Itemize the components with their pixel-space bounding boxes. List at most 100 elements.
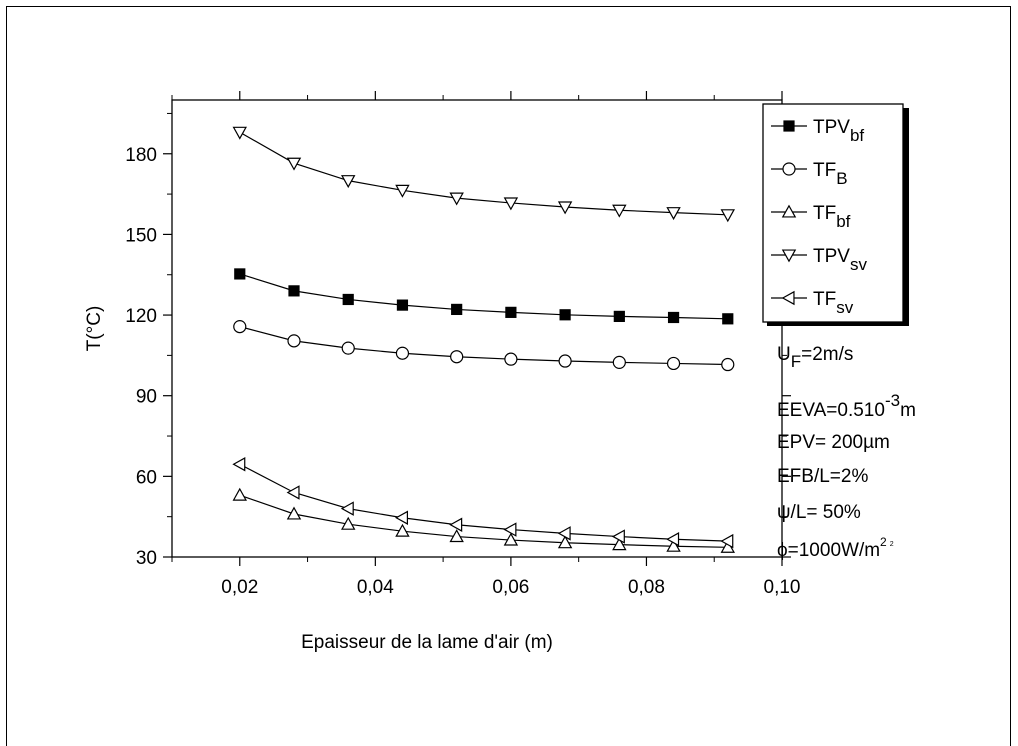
data-point [449, 529, 464, 543]
data-point [395, 184, 410, 198]
series-TFbf [232, 487, 735, 553]
x-tick-label: 0,04 [357, 577, 394, 598]
conditions-annotations: UF=2m/s EEVA=0.510-3m EPV= 200µm EFB/L=2… [777, 344, 916, 561]
data-point [503, 197, 519, 211]
x-tick-label: 0,08 [628, 577, 665, 598]
data-point [720, 533, 734, 549]
data-point [557, 535, 573, 549]
data-point [396, 299, 409, 311]
y-tick-label: 120 [125, 306, 157, 327]
data-point [721, 357, 735, 372]
annotation-pv-thickness: EPV= 200µm [777, 432, 890, 453]
legend-marker [781, 204, 797, 218]
series-TPVbf [234, 268, 734, 325]
series-line [239, 494, 728, 548]
legend-label: TFB [813, 160, 848, 188]
data-point [286, 157, 302, 171]
annotation-eva-thickness: EEVA=0.510-3m [777, 391, 916, 421]
data-point [667, 311, 680, 324]
data-point [232, 487, 247, 501]
x-axis-label: Epaisseur de la lame d'air (m) [301, 632, 553, 653]
y-tick-label: 60 [136, 467, 157, 488]
series-TFsv [232, 457, 734, 549]
data-point [612, 537, 627, 551]
data-point [341, 341, 355, 355]
legend-marker [783, 120, 795, 132]
data-point [286, 485, 300, 500]
data-point [341, 175, 356, 189]
axes [171, 99, 783, 558]
data-point [504, 352, 518, 366]
data-point [341, 516, 356, 530]
annotation-irradiance: ϕ=1000W/m2 2 [777, 535, 894, 561]
annotation-velocity: UF=2m/s [777, 344, 853, 371]
series-line [239, 326, 728, 366]
legend-item: TPVsv [771, 246, 867, 274]
data-point [612, 355, 626, 369]
data-point [286, 506, 302, 520]
data-point [449, 192, 464, 206]
legend-marker [782, 162, 796, 176]
data-point [666, 532, 680, 547]
series-line [239, 131, 728, 216]
data-point [287, 334, 301, 348]
data-point [395, 523, 410, 537]
legend-label: TPVsv [813, 246, 867, 274]
legend-item: TFsv [771, 289, 854, 317]
legend-item: TPVbf [771, 117, 864, 145]
legend-label: TFsv [813, 289, 854, 317]
data-point [503, 532, 519, 546]
ticks: 0,02 0,04 0,06 0,08 0,10 30 60 90 120 150 180 [125, 91, 800, 598]
data-point [503, 522, 517, 537]
y-tick-label: 90 [136, 387, 157, 408]
legend-label: TPVbf [813, 117, 864, 145]
data-point [340, 501, 354, 516]
figure-frame [6, 6, 1011, 746]
series-line [239, 273, 728, 320]
y-tick-label: 180 [125, 145, 157, 166]
x-tick-label: 0,10 [764, 577, 801, 598]
data-point [611, 529, 625, 544]
data-point [450, 350, 464, 364]
data-point [232, 126, 247, 140]
data-point [505, 306, 517, 318]
data-point [234, 268, 246, 280]
data-point [666, 538, 681, 552]
annotation-efb: EFB/L=2% [777, 466, 868, 487]
y-tick-label: 150 [125, 225, 157, 246]
series-TFB [233, 320, 735, 372]
data-point [666, 356, 681, 371]
data-point [666, 207, 681, 221]
y-axis-label: T(°C) [84, 306, 105, 352]
data-point [722, 313, 734, 325]
legend-item: TFB [771, 160, 848, 188]
legend-item: TFbf [771, 203, 851, 231]
y-tick-label: 30 [136, 548, 157, 569]
data-point [449, 517, 463, 532]
series-TPVsv [232, 126, 735, 223]
data-point [559, 309, 571, 321]
legend: TPVbf TFB TFbf TPVsv TFsv [762, 103, 909, 326]
data-point [233, 320, 247, 334]
data-point [342, 293, 354, 306]
data-point [451, 303, 463, 316]
x-tick-label: 0,02 [221, 577, 258, 598]
plot-area [171, 99, 783, 558]
data-point [720, 209, 735, 223]
data-point [557, 201, 573, 215]
annotation-psi: ψ/L= 50% [777, 502, 861, 523]
data-point [613, 310, 625, 323]
data-point [612, 204, 627, 218]
x-tick-label: 0,06 [492, 577, 529, 598]
legend-marker [781, 290, 795, 306]
data-point [558, 354, 572, 368]
data-point [232, 457, 246, 472]
data-point [395, 346, 410, 360]
data-point [557, 526, 571, 541]
series-layer [232, 126, 735, 553]
data-point [288, 285, 300, 297]
legend-label: TFbf [813, 203, 851, 231]
series-line [239, 463, 728, 542]
data-point [395, 510, 409, 525]
